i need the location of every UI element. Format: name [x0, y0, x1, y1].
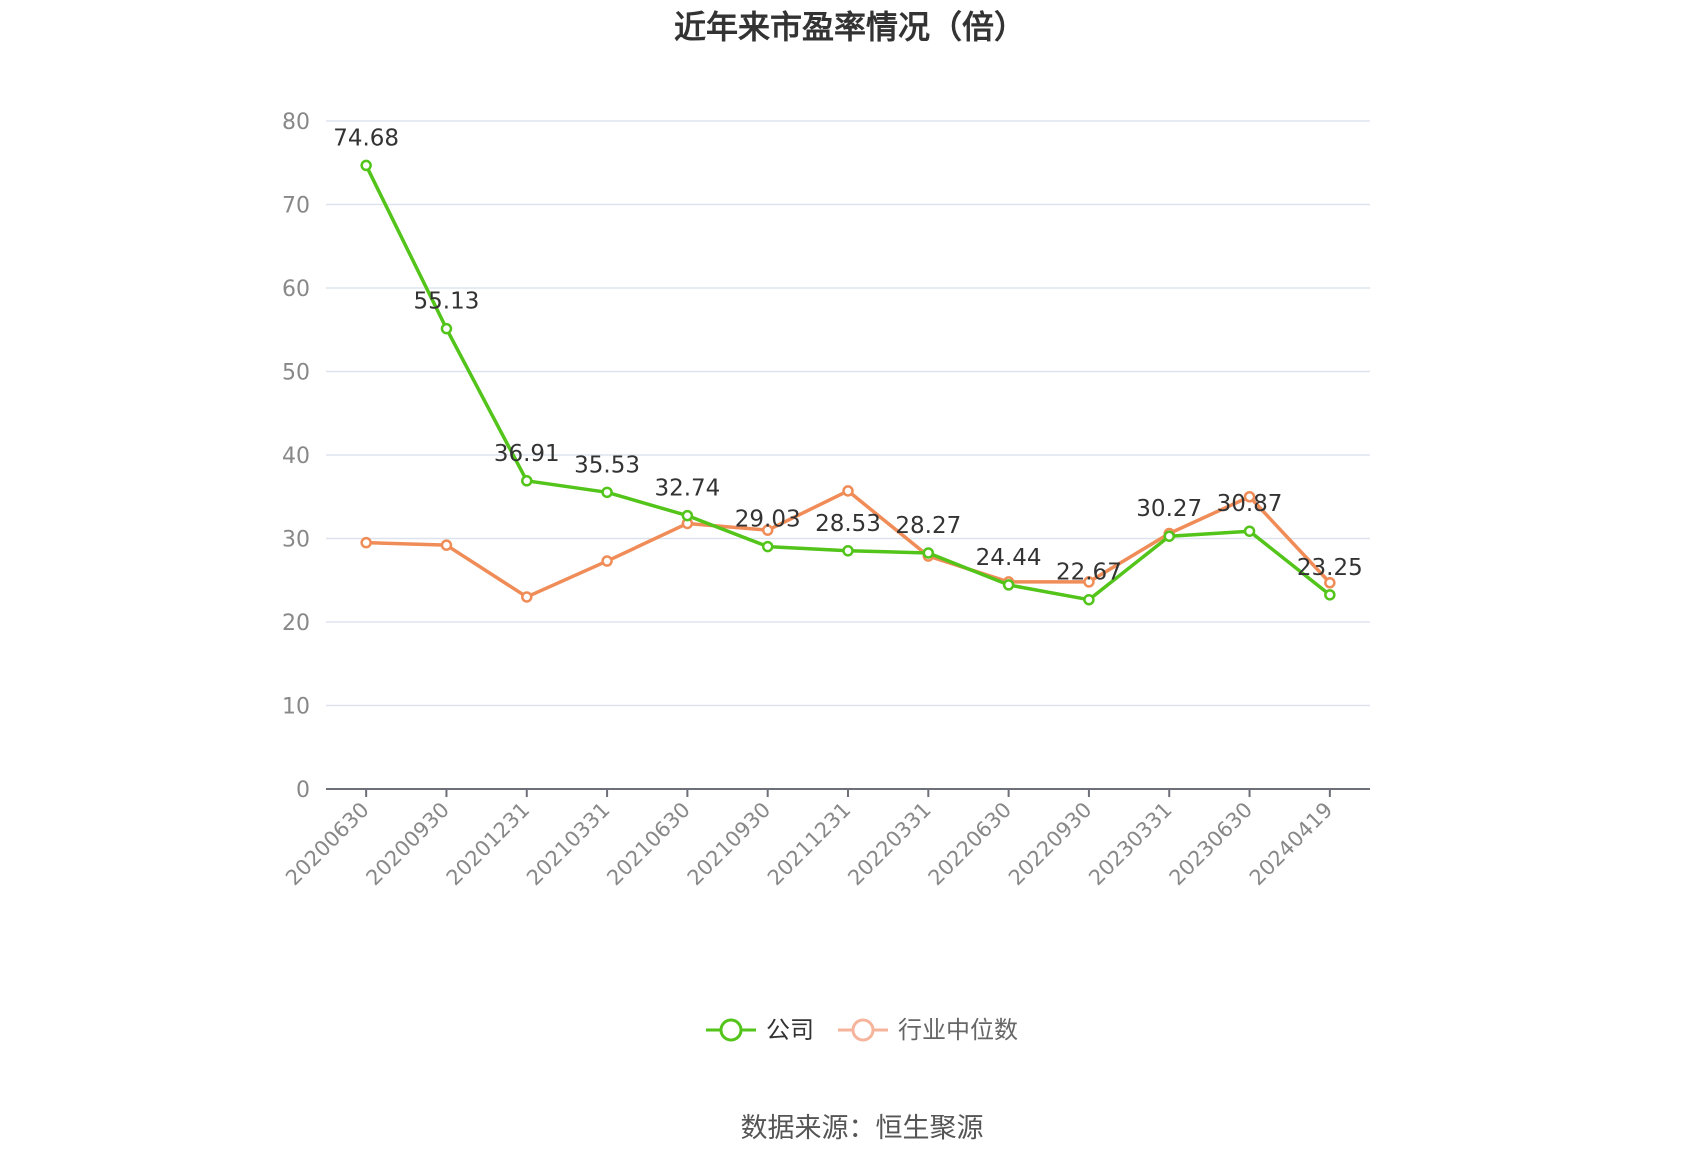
series-0-point[interactable] [681, 509, 694, 522]
legend-industry-circle-icon [851, 1018, 875, 1042]
series-1-point[interactable] [1083, 576, 1095, 588]
series-0-point[interactable] [1163, 530, 1175, 542]
series-0-point[interactable] [842, 545, 854, 557]
series-0-point[interactable] [440, 322, 453, 335]
x-tick-label: 20210630 [602, 798, 695, 891]
legend-item-company[interactable]: 公司 [706, 1016, 814, 1044]
series-0-point[interactable] [1324, 589, 1336, 601]
series-1-point[interactable] [1243, 491, 1256, 503]
x-tick-label: 20220630 [924, 798, 1017, 891]
data-labels: 74.68 55.13 36.91 35.53 32.74 29.03 28.53 28.27… [333, 125, 1363, 585]
y-tick-label: 30 [282, 528, 310, 553]
data-label: 30.87 [1217, 491, 1283, 517]
series-0-point[interactable] [1243, 525, 1256, 537]
x-tick-label: 20200930 [361, 798, 454, 891]
x-tick-label: 20230630 [1165, 798, 1258, 891]
y-tick-label: 80 [282, 110, 310, 135]
x-tick-label: 20210331 [522, 798, 615, 891]
data-label: 32.74 [654, 476, 720, 502]
y-tick-label: 40 [282, 444, 310, 469]
series-1-point[interactable] [440, 539, 453, 551]
x-tick-label: 20210930 [683, 798, 776, 891]
legend-company-label: 公司 [766, 1016, 814, 1044]
series-1-point[interactable] [842, 485, 854, 497]
series-0-point[interactable] [1002, 579, 1015, 591]
data-label: 28.53 [815, 511, 881, 537]
data-label: 55.13 [414, 289, 480, 315]
chart-title: 近年来市盈率情况（倍） [674, 8, 1026, 46]
series-0-point[interactable] [1083, 593, 1095, 606]
data-label: 28.27 [895, 513, 961, 539]
x-tick-label: 20201231 [442, 798, 535, 891]
series-0-point[interactable] [521, 475, 533, 487]
y-axis-ticks: 0 10 20 30 40 50 60 70 80 [282, 110, 310, 803]
series-1-point[interactable] [521, 591, 533, 603]
y-tick-label: 0 [296, 778, 310, 803]
grid-lines [326, 120, 1370, 707]
series-1-point[interactable] [360, 536, 372, 549]
y-tick-label: 60 [282, 277, 310, 302]
x-tick-label: 20240419 [1245, 798, 1338, 891]
data-label: 74.68 [333, 125, 399, 151]
series-0-point[interactable] [360, 159, 372, 172]
data-label: 36.91 [494, 441, 560, 467]
y-tick-label: 70 [282, 194, 310, 219]
data-label: 35.53 [574, 452, 640, 478]
series-0-point[interactable] [922, 547, 935, 559]
legend-company-circle-icon [719, 1018, 743, 1042]
series-0-point[interactable] [761, 540, 774, 553]
data-source-note: 数据来源：恒生聚源 [741, 1113, 984, 1144]
data-label: 22.67 [1056, 560, 1122, 586]
y-tick-label: 50 [282, 361, 310, 386]
x-tick-label: 20200630 [281, 798, 374, 891]
x-tick-label: 20220930 [1004, 798, 1097, 891]
legend-industry-label: 行业中位数 [898, 1016, 1018, 1044]
legend[interactable]: 公司 行业中位数 [706, 1016, 1018, 1044]
x-tick-label: 20220331 [843, 798, 936, 891]
data-label: 23.25 [1297, 555, 1363, 581]
x-axis: 2020063020200930202012312021033120210630… [281, 788, 1370, 891]
y-tick-label: 10 [282, 695, 310, 720]
data-label: 29.03 [735, 507, 801, 533]
series-1-point[interactable] [761, 524, 774, 536]
x-tick-label: 20211231 [763, 798, 856, 891]
x-tick-label: 20230331 [1084, 798, 1177, 891]
data-label: 24.44 [976, 545, 1042, 571]
data-label: 30.27 [1136, 496, 1202, 522]
series-lines [360, 159, 1336, 606]
series-1-point[interactable] [601, 555, 613, 567]
series-0-point[interactable] [601, 486, 613, 499]
legend-item-industry[interactable]: 行业中位数 [838, 1016, 1018, 1044]
y-tick-label: 20 [282, 611, 310, 636]
series-1-point[interactable] [1324, 577, 1336, 589]
